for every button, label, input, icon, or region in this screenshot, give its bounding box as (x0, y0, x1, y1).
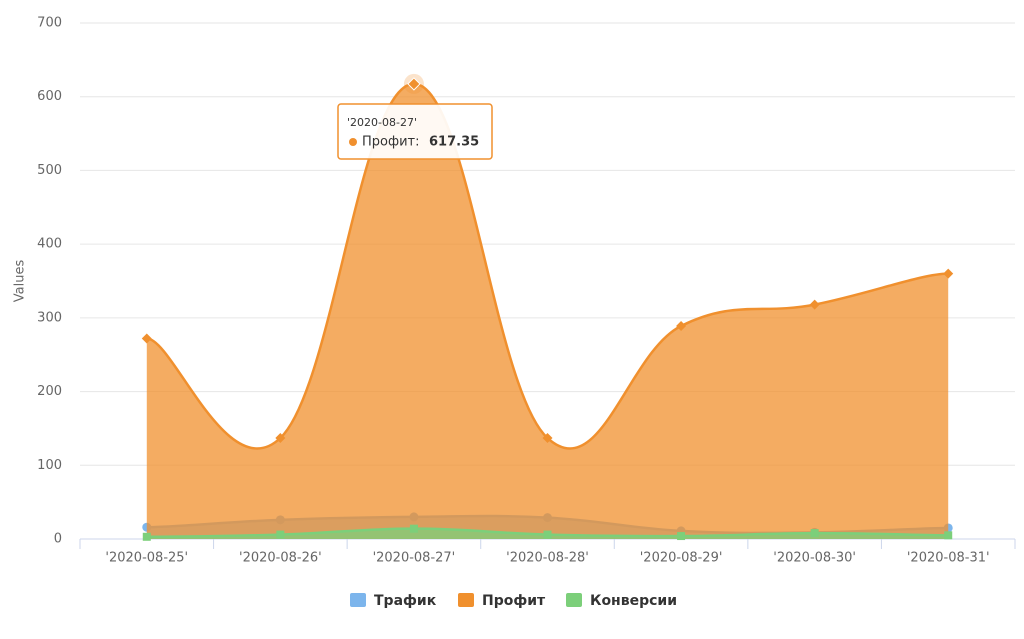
tooltip-box (337, 103, 493, 160)
x-tick-label: '2020-08-28' (506, 551, 589, 566)
marker (142, 532, 151, 541)
x-tick-label: '2020-08-30' (773, 551, 856, 566)
marker (141, 333, 152, 344)
tooltip-label: Профит: (362, 135, 420, 150)
highlight-marker (407, 77, 421, 91)
x-tick-label: '2020-08-25' (105, 551, 188, 566)
legend-swatch (350, 593, 366, 607)
y-tick-label: 100 (37, 458, 62, 473)
y-tick-label: 700 (37, 16, 62, 31)
marker (810, 529, 819, 538)
tooltip: '2020-08-27' Профит: 617.35 (337, 103, 493, 160)
marker (409, 524, 418, 533)
y-axis-title: Values (13, 260, 28, 303)
marker (677, 532, 686, 541)
x-tick-label: '2020-08-31' (907, 551, 990, 566)
marker (543, 530, 552, 539)
tooltip-dot (349, 138, 357, 146)
tooltip-header: '2020-08-27' (347, 116, 417, 129)
legend-label[interactable]: Конверсии (590, 593, 677, 609)
legend-swatch (458, 593, 474, 607)
y-tick-label: 0 (54, 532, 62, 547)
y-tick-label: 400 (37, 237, 62, 252)
marker (944, 531, 953, 540)
marker (943, 268, 954, 279)
x-tick-label: '2020-08-26' (239, 551, 322, 566)
marker (676, 320, 687, 331)
legend-label[interactable]: Профит (482, 593, 546, 609)
legend-swatch (566, 593, 582, 607)
area (146, 83, 949, 539)
marker (276, 530, 285, 539)
x-tick-label: '2020-08-29' (640, 551, 723, 566)
marker (542, 433, 553, 444)
x-tick-label: '2020-08-27' (373, 551, 456, 566)
tooltip-value: 617.35 (429, 135, 479, 150)
y-tick-label: 200 (37, 384, 62, 399)
y-tick-label: 500 (37, 163, 62, 178)
y-tick-label: 300 (37, 310, 62, 325)
legend-label[interactable]: Трафик (374, 593, 437, 609)
marker (275, 433, 286, 444)
marker (809, 299, 820, 310)
y-tick-label: 600 (37, 89, 62, 104)
